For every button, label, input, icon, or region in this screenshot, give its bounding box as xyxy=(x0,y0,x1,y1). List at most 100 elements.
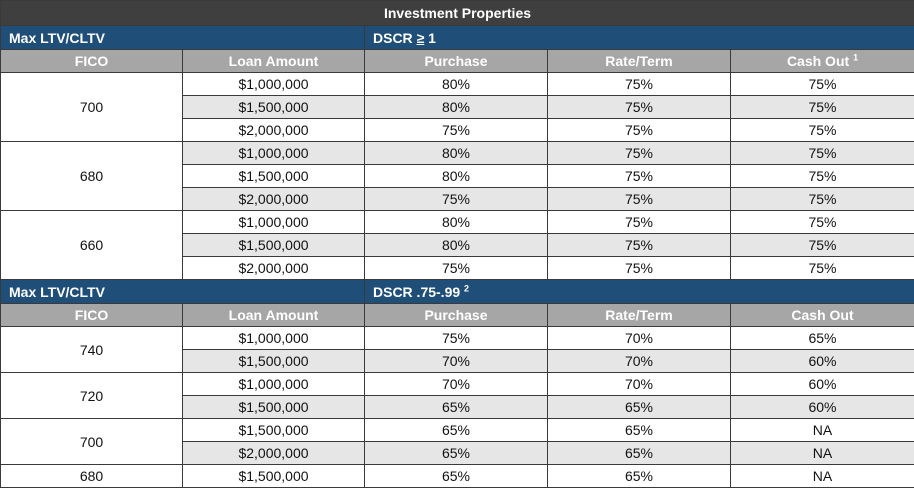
column-headers: FICO Loan Amount Purchase Rate/Term Cash… xyxy=(0,49,914,73)
dscr-label: DSCR ≥ 1 xyxy=(363,25,914,50)
table-row: 720 $1,000,000 70% 70% 60% xyxy=(0,372,914,419)
header-loan-amount: Loan Amount xyxy=(182,303,365,327)
section-header-dscr-75-99: Max LTV/CLTV DSCR .75-.99 2 xyxy=(0,279,914,304)
table-row: $2,000,000 65% 65% NA xyxy=(1,441,914,465)
purchase-cell: 65% xyxy=(364,464,548,488)
fico-cell: 700 xyxy=(0,72,183,142)
rate-term-cell: 75% xyxy=(547,118,731,142)
table-row: 680 $1,500,000 65% 65% NA xyxy=(0,464,914,488)
rate-term-cell: 65% xyxy=(547,464,731,488)
purchase-cell: 65% xyxy=(364,395,548,419)
table-row: 680 $1,000,000 80% 75% 75% xyxy=(0,141,914,211)
cash-out-cell: 75% xyxy=(729,187,914,211)
dscr-label: DSCR .75-.99 2 xyxy=(363,279,914,304)
table-row: 740 $1,000,000 75% 70% 65% xyxy=(0,326,914,373)
loan-cell: $1,500,000 xyxy=(182,164,365,188)
max-ltv-label: Max LTV/CLTV xyxy=(0,279,365,304)
header-rate-term: Rate/Term xyxy=(547,303,731,327)
table-row: 660 $1,000,000 80% 75% 75% xyxy=(0,210,914,280)
rate-term-cell: 75% xyxy=(547,256,731,280)
purchase-cell: 80% xyxy=(364,233,548,257)
rate-term-cell: 65% xyxy=(547,395,731,419)
loan-cell: $2,000,000 xyxy=(182,187,365,211)
purchase-cell: 75% xyxy=(364,326,548,350)
fico-cell: 720 xyxy=(0,372,183,419)
loan-cell: $1,000,000 xyxy=(182,372,365,396)
fico-cell: 660 xyxy=(0,210,183,280)
cash-out-cell: 75% xyxy=(729,95,914,119)
loan-cell: $1,000,000 xyxy=(182,141,365,165)
loan-cell: $1,500,000 xyxy=(182,95,365,119)
cash-out-cell: 60% xyxy=(729,395,914,419)
fico-cell: 700 xyxy=(0,418,183,465)
loan-cell: $2,000,000 xyxy=(182,118,365,142)
cash-out-cell: 75% xyxy=(729,164,914,188)
cash-out-cell: NA xyxy=(729,418,914,442)
table-row: $1,500,000 80% 75% 75% xyxy=(1,164,914,188)
loan-cell: $2,000,000 xyxy=(182,441,365,465)
header-purchase: Purchase xyxy=(364,303,548,327)
rate-term-cell: 75% xyxy=(547,187,731,211)
loan-cell: $1,000,000 xyxy=(182,326,365,350)
header-fico: FICO xyxy=(0,49,183,73)
loan-cell: $1,500,000 xyxy=(182,349,365,373)
table-row: 700 $1,000,000 80% 75% 75% xyxy=(0,72,914,142)
loan-cell: $1,500,000 xyxy=(182,418,365,442)
cash-out-cell: 75% xyxy=(729,118,914,142)
purchase-cell: 80% xyxy=(364,141,548,165)
loan-cell: $1,500,000 xyxy=(182,395,365,419)
cash-out-cell: 75% xyxy=(729,72,914,96)
rate-term-cell: 75% xyxy=(547,95,731,119)
column-headers: FICO Loan Amount Purchase Rate/Term Cash Out xyxy=(0,303,914,327)
section-header-dscr-1: Max LTV/CLTV DSCR ≥ 1 xyxy=(0,25,914,50)
cash-out-cell: 75% xyxy=(729,256,914,280)
purchase-cell: 75% xyxy=(364,256,548,280)
cash-out-cell: 75% xyxy=(729,210,914,234)
table-row: $2,000,000 75% 75% 75% xyxy=(1,187,914,211)
table-row: $2,000,000 75% 75% 75% xyxy=(1,118,914,142)
purchase-cell: 80% xyxy=(364,72,548,96)
header-cash-out: Cash Out xyxy=(729,303,914,327)
purchase-cell: 80% xyxy=(364,210,548,234)
rate-term-cell: 70% xyxy=(547,326,731,350)
rate-term-cell: 70% xyxy=(547,349,731,373)
loan-cell: $2,000,000 xyxy=(182,256,365,280)
table-row: 700 $1,500,000 65% 65% NA xyxy=(0,418,914,465)
loan-cell: $1,000,000 xyxy=(182,210,365,234)
rate-term-cell: 70% xyxy=(547,372,731,396)
header-purchase: Purchase xyxy=(364,49,548,73)
purchase-cell: 70% xyxy=(364,372,548,396)
purchase-cell: 80% xyxy=(364,164,548,188)
cash-out-cell: NA xyxy=(729,441,914,465)
rate-term-cell: 75% xyxy=(547,141,731,165)
rate-term-cell: 65% xyxy=(547,418,731,442)
table-row: $1,500,000 70% 70% 60% xyxy=(1,349,914,373)
fico-cell: 680 xyxy=(0,464,183,488)
rate-term-cell: 75% xyxy=(547,164,731,188)
header-rate-term: Rate/Term xyxy=(547,49,731,73)
purchase-cell: 75% xyxy=(364,118,548,142)
cash-out-cell: 60% xyxy=(729,372,914,396)
rate-term-cell: 65% xyxy=(547,441,731,465)
table-title: Investment Properties xyxy=(0,0,914,26)
rate-term-cell: 75% xyxy=(547,233,731,257)
cash-out-cell: 75% xyxy=(729,141,914,165)
purchase-cell: 65% xyxy=(364,441,548,465)
cash-out-cell: NA xyxy=(729,464,914,488)
cash-out-cell: 75% xyxy=(729,233,914,257)
investment-properties-table: Investment Properties Max LTV/CLTV DSCR … xyxy=(0,0,914,488)
purchase-cell: 75% xyxy=(364,187,548,211)
fico-cell: 740 xyxy=(0,326,183,373)
loan-cell: $1,500,000 xyxy=(182,233,365,257)
rate-term-cell: 75% xyxy=(547,72,731,96)
table-row: $1,500,000 80% 75% 75% xyxy=(1,95,914,119)
purchase-cell: 65% xyxy=(364,418,548,442)
header-cash-out: Cash Out 1 xyxy=(729,49,914,73)
cash-out-cell: 65% xyxy=(729,326,914,350)
max-ltv-label: Max LTV/CLTV xyxy=(0,25,365,50)
loan-cell: $1,500,000 xyxy=(182,464,365,488)
header-loan-amount: Loan Amount xyxy=(182,49,365,73)
fico-cell: 680 xyxy=(0,141,183,211)
cash-out-cell: 60% xyxy=(729,349,914,373)
rate-term-cell: 75% xyxy=(547,210,731,234)
